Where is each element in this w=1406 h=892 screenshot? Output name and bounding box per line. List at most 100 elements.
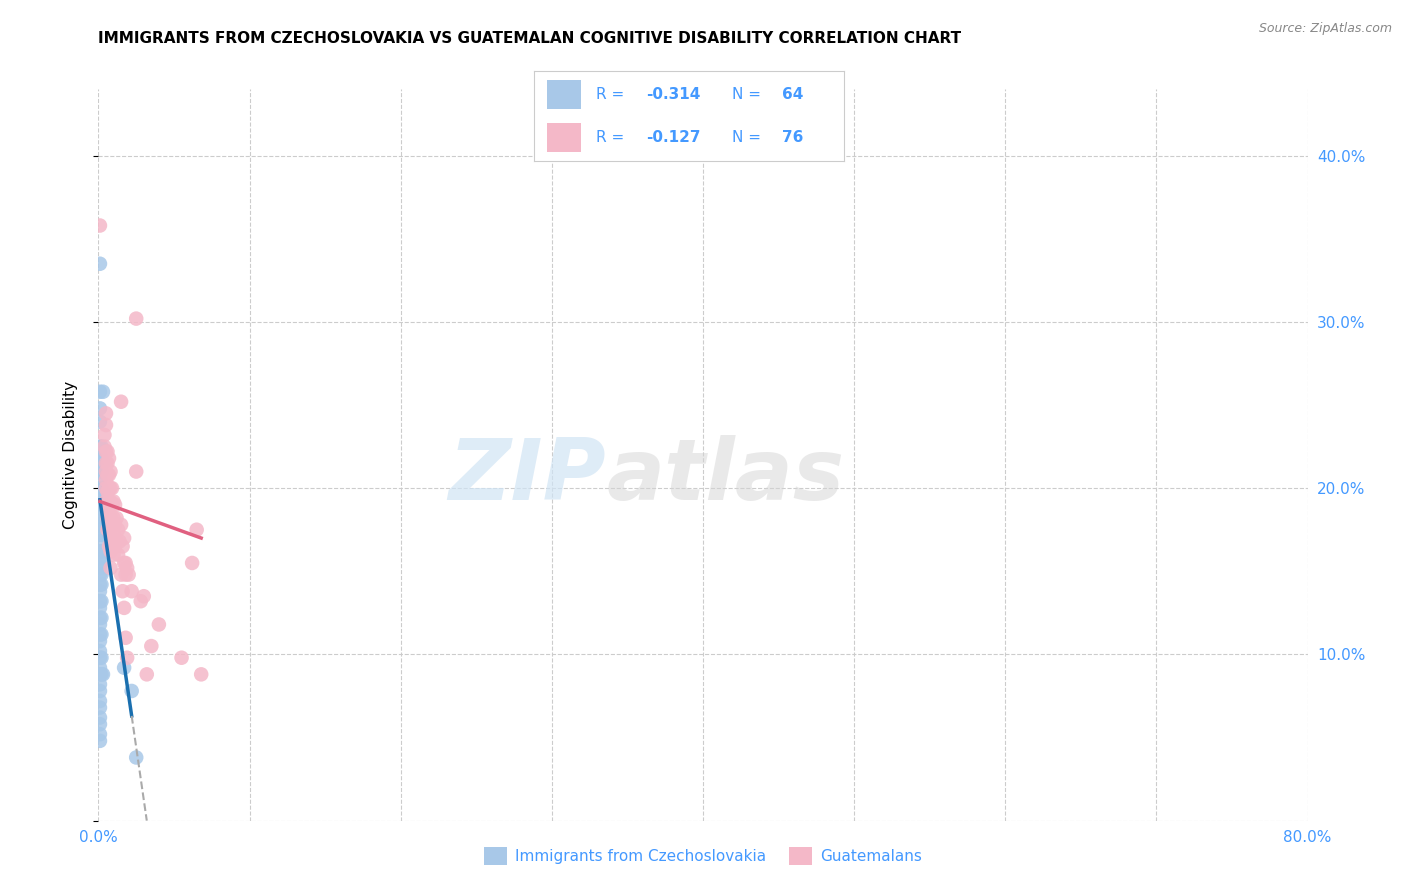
Point xyxy=(101,534,124,549)
Point xyxy=(101,481,124,495)
Point xyxy=(90,567,112,582)
Point xyxy=(114,567,136,582)
Y-axis label: Cognitive Disability: Cognitive Disability xyxy=(63,381,77,529)
Text: atlas: atlas xyxy=(606,435,845,518)
Point xyxy=(90,577,112,591)
Bar xyxy=(547,123,581,152)
Text: -0.314: -0.314 xyxy=(645,87,700,102)
Point xyxy=(115,561,138,575)
Point xyxy=(89,700,111,714)
Point xyxy=(89,440,111,454)
Point xyxy=(90,527,112,541)
Legend: Immigrants from Czechoslovakia, Guatemalans: Immigrants from Czechoslovakia, Guatemal… xyxy=(478,840,928,871)
Text: R =: R = xyxy=(596,87,630,102)
Point xyxy=(98,467,121,482)
Point xyxy=(104,539,127,553)
Point xyxy=(110,394,132,409)
Point xyxy=(100,561,122,575)
Point xyxy=(90,544,112,558)
Point xyxy=(89,561,111,575)
Point xyxy=(104,517,127,532)
Point xyxy=(90,481,112,495)
Point xyxy=(89,527,111,541)
Point xyxy=(89,694,111,708)
Point xyxy=(94,494,117,508)
Point xyxy=(112,600,135,615)
Point xyxy=(104,498,127,512)
Point xyxy=(105,511,128,525)
Point xyxy=(89,661,111,675)
Point xyxy=(111,539,134,553)
Point xyxy=(89,717,111,731)
Point xyxy=(98,451,121,466)
Point xyxy=(89,617,111,632)
Point xyxy=(107,523,129,537)
Point xyxy=(90,494,112,508)
Point xyxy=(94,456,117,470)
Point xyxy=(114,556,136,570)
Point xyxy=(89,517,111,532)
Point xyxy=(89,384,111,399)
Point xyxy=(93,440,115,454)
Point xyxy=(98,506,121,520)
Point xyxy=(111,584,134,599)
Point xyxy=(100,544,122,558)
Point xyxy=(121,684,143,698)
Point xyxy=(96,467,118,482)
Point xyxy=(91,456,114,470)
Point xyxy=(96,484,118,499)
Point xyxy=(118,567,141,582)
Point xyxy=(96,498,118,512)
Point xyxy=(100,527,122,541)
Point xyxy=(105,534,128,549)
Point xyxy=(96,511,118,525)
Text: N =: N = xyxy=(733,130,766,145)
Point xyxy=(94,444,117,458)
Point xyxy=(100,465,122,479)
Point xyxy=(100,494,122,508)
Point xyxy=(89,577,111,591)
Point xyxy=(89,451,111,466)
Point xyxy=(110,517,132,532)
Point xyxy=(103,548,125,562)
Text: ZIP: ZIP xyxy=(449,435,606,518)
Point xyxy=(100,511,122,525)
Point xyxy=(90,556,112,570)
Point xyxy=(89,667,111,681)
Point xyxy=(89,627,111,641)
Point xyxy=(96,523,118,537)
Text: IMMIGRANTS FROM CZECHOSLOVAKIA VS GUATEMALAN COGNITIVE DISABILITY CORRELATION CH: IMMIGRANTS FROM CZECHOSLOVAKIA VS GUATEM… xyxy=(98,31,962,46)
Point xyxy=(89,594,111,608)
Point xyxy=(89,650,111,665)
Point xyxy=(93,428,115,442)
Point xyxy=(89,710,111,724)
Point xyxy=(110,567,132,582)
Text: N =: N = xyxy=(733,87,766,102)
Text: 64: 64 xyxy=(782,87,803,102)
Point xyxy=(181,556,204,570)
Point xyxy=(112,661,135,675)
Point xyxy=(135,667,157,681)
Point xyxy=(90,506,112,520)
Bar xyxy=(547,80,581,109)
Point xyxy=(89,534,111,549)
Point xyxy=(98,481,121,495)
Text: R =: R = xyxy=(596,130,630,145)
Point xyxy=(90,650,112,665)
Point xyxy=(89,219,111,233)
Point xyxy=(108,534,131,549)
Point xyxy=(114,631,136,645)
Point xyxy=(89,490,111,504)
Point xyxy=(100,481,122,495)
Point xyxy=(107,548,129,562)
Point xyxy=(94,417,117,432)
Point xyxy=(89,544,111,558)
Point xyxy=(89,634,111,648)
Point xyxy=(112,556,135,570)
Point xyxy=(96,444,118,458)
Point xyxy=(90,667,112,681)
Point xyxy=(89,727,111,741)
Point xyxy=(89,257,111,271)
Point xyxy=(96,456,118,470)
Point xyxy=(98,494,121,508)
